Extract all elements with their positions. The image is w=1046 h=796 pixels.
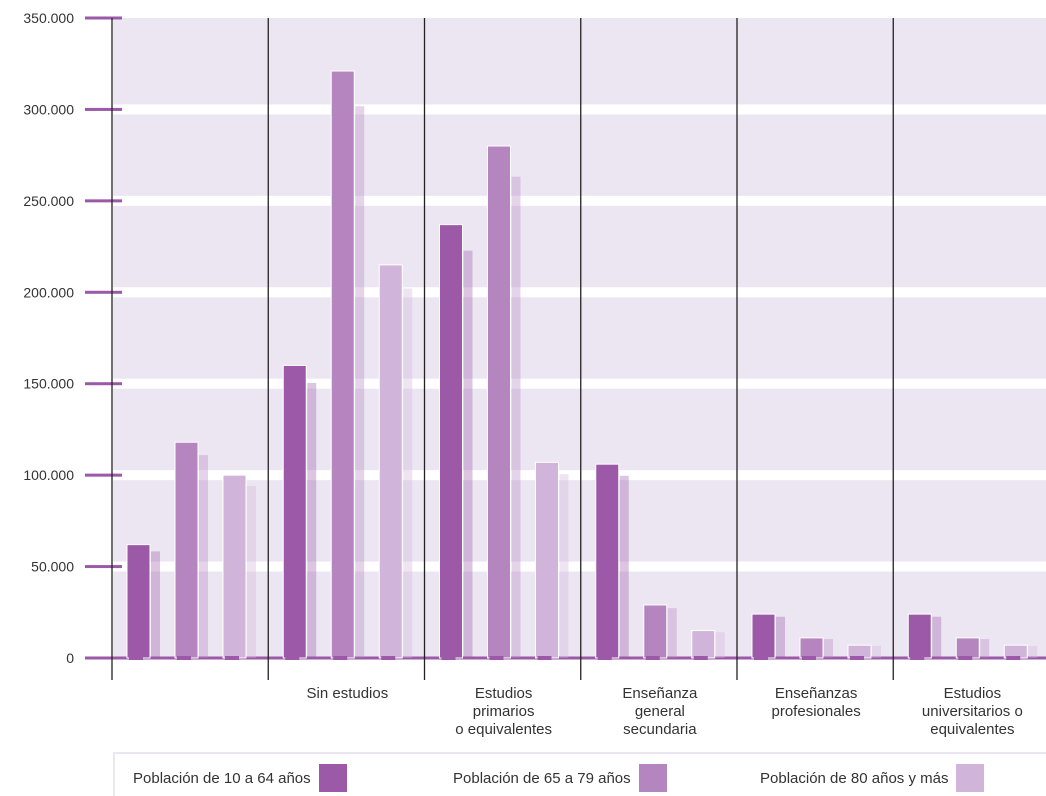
bar-base-marker	[441, 656, 456, 660]
y-tick-label: 50.000	[31, 559, 74, 575]
bar-shadow	[403, 288, 413, 658]
bar-shadow	[667, 608, 677, 658]
legend-item-series-2: Población de 65 a 79 años	[453, 764, 667, 792]
category-label: o equivalentes	[455, 721, 552, 738]
bar	[643, 604, 668, 659]
category-label: Enseñanzas	[775, 685, 858, 702]
y-tick-mark	[85, 656, 122, 660]
bar	[955, 637, 980, 659]
y-tick-mark	[85, 382, 122, 386]
category-label: Estudios	[944, 685, 1002, 702]
category-label: universitarios o	[922, 703, 1023, 720]
bar-shadow	[511, 176, 521, 658]
gridline	[113, 378, 1046, 389]
gridline	[113, 104, 1046, 115]
y-tick-mark	[85, 565, 122, 569]
bar-base-marker	[1006, 656, 1021, 660]
bar-base-marker	[225, 656, 239, 660]
bar-shadow	[463, 250, 473, 658]
category-label: secundaria	[623, 721, 697, 738]
bar	[799, 637, 824, 659]
bar-base-marker	[754, 656, 768, 660]
bar-base-marker	[129, 656, 143, 660]
legend-item-series-1: Población de 10 a 64 años	[133, 764, 347, 792]
bar-base-marker	[958, 656, 973, 660]
bar-shadow	[307, 382, 317, 658]
legend-label-series-2: Población de 65 a 79 años	[453, 769, 631, 787]
y-tick-label: 100.000	[23, 467, 74, 483]
bar-shadow	[619, 475, 629, 658]
y-tick-mark	[85, 199, 122, 203]
bar-base-marker	[537, 656, 552, 660]
bar-shadow	[872, 645, 881, 658]
bar-shadow	[199, 455, 208, 658]
bar-shadow	[824, 639, 833, 658]
bar-shadow	[151, 551, 160, 658]
category-label: equivalentes	[930, 721, 1014, 738]
bar-base-marker	[802, 656, 816, 660]
legend-item-series-3: Población de 80 años y más	[760, 764, 985, 792]
category-label: Sin estudios	[307, 685, 389, 702]
bar-base-marker	[910, 656, 925, 660]
bar	[691, 630, 716, 659]
bar-base-marker	[177, 656, 191, 660]
y-tick-label: 300.000	[23, 101, 74, 117]
bar-chart: 0 50.000 100.000 150.000 200.000 250.000 300.0…	[23, 10, 1046, 738]
bar-base-marker	[597, 656, 612, 660]
bar-shadow	[980, 639, 990, 658]
bar-base-marker	[645, 656, 660, 660]
y-tick-label: 250.000	[23, 193, 74, 209]
bar	[487, 145, 511, 659]
bar	[439, 224, 463, 659]
bar-shadow	[1028, 645, 1038, 658]
bar-shadow	[247, 486, 256, 658]
category-label: Enseñanza	[622, 685, 698, 702]
y-tick-label: 0	[66, 650, 74, 666]
gridline	[113, 195, 1046, 206]
bar-shadow	[715, 632, 725, 658]
category-label: primarios	[473, 703, 535, 720]
legend-label-series-1: Población de 10 a 64 años	[133, 769, 311, 787]
bar	[378, 264, 403, 659]
bar	[126, 544, 151, 659]
bar-base-marker	[850, 656, 864, 660]
y-tick-label: 150.000	[23, 376, 74, 392]
bar	[595, 463, 620, 659]
bar	[174, 441, 199, 659]
bar	[751, 613, 776, 659]
category-label: general	[635, 703, 685, 720]
y-tick-mark	[85, 473, 122, 477]
bar	[222, 474, 247, 659]
gridline	[113, 470, 1046, 481]
bar	[330, 70, 355, 659]
y-tick-label: 200.000	[23, 284, 74, 300]
bar	[907, 613, 932, 659]
bar-base-marker	[693, 656, 708, 660]
legend-swatch-series-2	[638, 764, 667, 792]
bar-shadow	[776, 616, 785, 658]
y-tick-label: 350.000	[23, 10, 74, 26]
bar-base-marker	[285, 656, 300, 660]
legend-label-series-3: Población de 80 años y más	[760, 769, 949, 787]
y-tick-mark	[85, 107, 122, 111]
y-tick-mark	[85, 290, 122, 294]
bar-base-marker	[333, 656, 348, 660]
bar-base-marker	[489, 656, 504, 660]
gridline	[113, 287, 1046, 298]
x-axis-baseline	[113, 656, 1046, 660]
category-label: profesionales	[772, 703, 861, 720]
bar	[282, 364, 307, 659]
bar	[535, 461, 559, 659]
bar-base-marker	[381, 656, 396, 660]
gridline	[113, 561, 1046, 572]
bar-shadow	[559, 474, 569, 658]
bar-shadow	[932, 616, 942, 658]
category-label: Estudios	[475, 685, 533, 702]
bar-shadow	[355, 106, 365, 659]
legend-swatch-series-3	[956, 764, 985, 792]
legend: Población de 10 a 64 años Población de 6…	[113, 752, 1046, 796]
y-tick-mark	[85, 16, 122, 20]
legend-swatch-series-1	[318, 764, 347, 792]
